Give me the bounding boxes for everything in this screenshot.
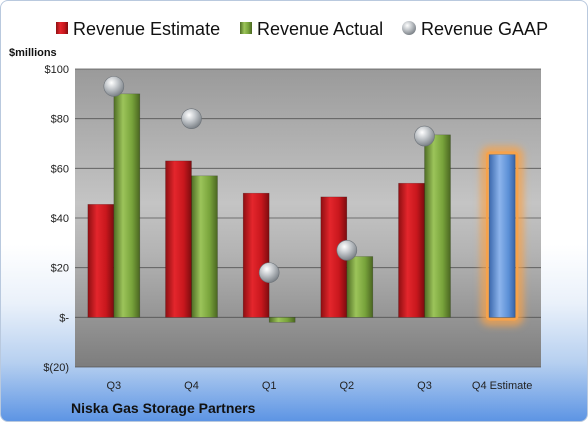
legend-label-revenue-estimate: Revenue Estimate [73, 19, 220, 39]
marker-revenue-gaap [336, 239, 358, 261]
y-tick-label: $80 [51, 114, 69, 126]
marker-revenue-gaap [103, 76, 125, 97]
y-tick-label: $(20) [43, 362, 69, 374]
bar-revenue-actual [424, 134, 451, 318]
bar-revenue-actual [268, 317, 296, 323]
y-tick-label: $- [59, 312, 69, 324]
bar-revenue-estimate [398, 182, 425, 318]
legend-label-revenue-actual: Revenue Actual [257, 19, 383, 39]
marker-revenue-gaap [414, 125, 435, 147]
legend-swatch-revenue-gaap [402, 21, 416, 35]
bar-revenue-estimate [165, 160, 192, 318]
gridlines [75, 68, 541, 368]
x-tick-label: Q4 [184, 380, 199, 392]
chart-marks [87, 76, 523, 325]
bar-revenue-estimate [242, 192, 270, 318]
y-tick-label: $20 [51, 263, 69, 275]
bar-highlight-outline [485, 151, 519, 321]
x-tick-label: Q1 [262, 380, 277, 392]
marker-revenue-gaap [181, 108, 202, 129]
x-tick-label: Q3 [417, 380, 432, 392]
bar-revenue-actual [346, 256, 374, 318]
company-name: Niska Gas Storage Partners [71, 400, 256, 416]
x-tick-label: Q3 [106, 380, 121, 392]
legend-item-revenue-estimate: Revenue Estimate [56, 19, 220, 39]
x-tick-label: Q2 [339, 380, 354, 392]
y-axis-ticks: $(20) $- $20 $40 $60 $80 $100 [43, 64, 69, 374]
legend-label-revenue-gaap: Revenue GAAP [421, 19, 548, 39]
bar-revenue-estimate [87, 204, 115, 318]
bar-revenue-actual [113, 93, 141, 318]
legend-item-revenue-gaap: Revenue GAAP [402, 19, 548, 39]
x-tick-label: Q4 Estimate [472, 380, 533, 392]
y-tick-label: $40 [51, 213, 69, 225]
y-tick-label: $100 [45, 64, 69, 76]
legend: Revenue Estimate Revenue Actual Revenue … [56, 19, 548, 39]
legend-swatch-revenue-actual [240, 22, 252, 34]
bar-highlight-glow [481, 147, 523, 325]
y-tick-label: $60 [51, 163, 69, 175]
bar-revenue-actual [191, 175, 218, 318]
bar-q4-estimate [488, 154, 516, 318]
legend-swatch-revenue-estimate [56, 22, 68, 34]
y-axis-unit: $millions [9, 47, 57, 59]
legend-item-revenue-actual: Revenue Actual [240, 19, 383, 39]
marker-revenue-gaap [258, 262, 280, 283]
x-axis-labels: Q3 Q4 Q1 Q2 Q3 Q4 Estimate [106, 380, 532, 392]
